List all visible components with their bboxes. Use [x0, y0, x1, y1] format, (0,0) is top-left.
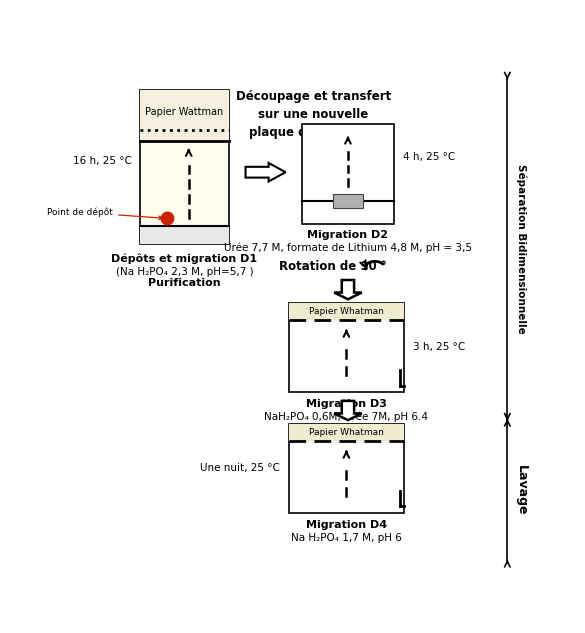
Text: Lavage: Lavage: [515, 465, 528, 515]
Bar: [288, 424, 404, 441]
Text: Papier Whatman: Papier Whatman: [309, 307, 384, 316]
Text: (Na H₂PO₄ 2,3 M, pH=5,7 ): (Na H₂PO₄ 2,3 M, pH=5,7 ): [115, 267, 253, 277]
Bar: [140, 226, 229, 244]
Text: Urée 7,7 M, formate de Lithium 4,8 M, pH = 3,5: Urée 7,7 M, formate de Lithium 4,8 M, pH…: [224, 242, 472, 253]
Text: Papier Whatman: Papier Whatman: [309, 428, 384, 437]
Text: Séparation Bidimensionnelle: Séparation Bidimensionnelle: [516, 165, 526, 334]
Text: Une nuit, 25 °C: Une nuit, 25 °C: [199, 463, 280, 473]
Text: Découpage et transfert
sur une nouvelle
plaque de cellulose: Découpage et transfert sur une nouvelle …: [236, 90, 391, 139]
Bar: [140, 90, 229, 244]
Polygon shape: [334, 280, 362, 299]
Bar: [302, 123, 394, 224]
Text: Papier Wattman: Papier Wattman: [145, 107, 223, 116]
Bar: [140, 90, 229, 141]
Bar: [288, 303, 404, 392]
Bar: [288, 303, 404, 320]
Text: Dépôts et migration D1: Dépôts et migration D1: [111, 253, 257, 263]
Polygon shape: [246, 163, 285, 182]
Bar: [332, 194, 363, 208]
Text: Point de dépôt: Point de dépôt: [47, 208, 163, 220]
Text: Migration D2: Migration D2: [308, 230, 388, 240]
Text: NaH₂PO₄ 0,6M, Urée 7M, pH 6.4: NaH₂PO₄ 0,6M, Urée 7M, pH 6.4: [264, 411, 428, 422]
Polygon shape: [334, 401, 362, 420]
Bar: [288, 424, 404, 513]
Text: 3 h, 25 °C: 3 h, 25 °C: [414, 342, 466, 352]
Text: Migration D4: Migration D4: [306, 520, 387, 530]
Text: Migration D3: Migration D3: [306, 399, 387, 410]
Text: Purification: Purification: [148, 279, 221, 289]
Text: Rotation de 90 °: Rotation de 90 °: [278, 260, 386, 273]
Text: 16 h, 25 °C: 16 h, 25 °C: [74, 156, 132, 166]
Text: 4 h, 25 °C: 4 h, 25 °C: [404, 152, 456, 162]
Text: Na H₂PO₄ 1,7 M, pH 6: Na H₂PO₄ 1,7 M, pH 6: [291, 532, 402, 542]
